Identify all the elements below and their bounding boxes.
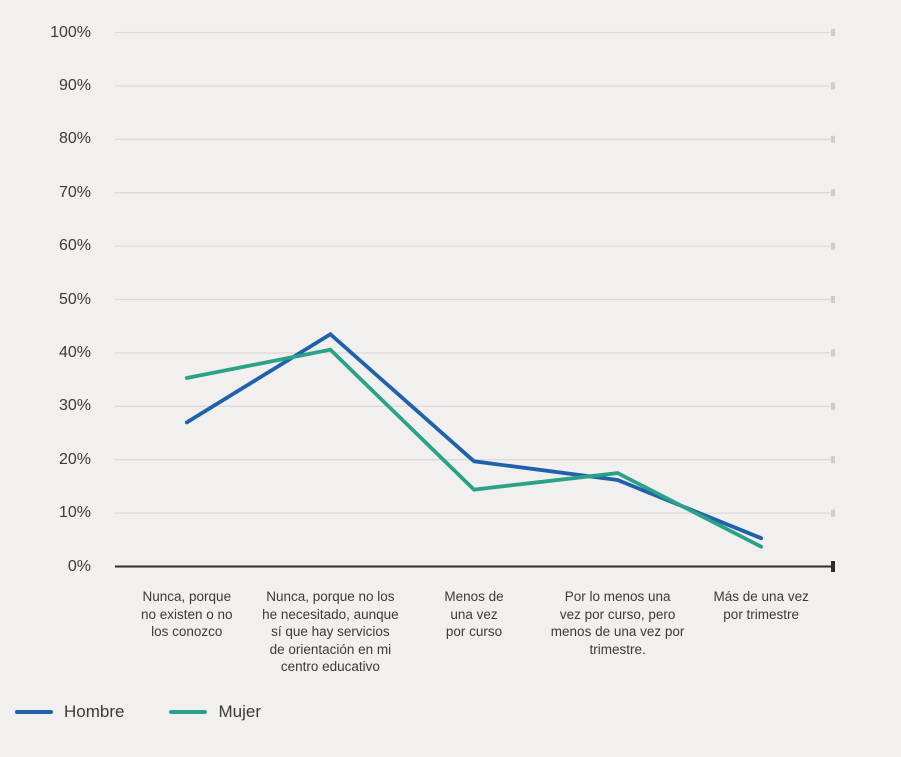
series-line-mujer	[184, 347, 764, 549]
axis-end-tick	[831, 561, 835, 572]
y-axis-tick-label: 80%	[58, 130, 91, 148]
gridline-end-tick	[831, 135, 835, 143]
x-axis-category-label: Menos de una vez por curso	[444, 589, 504, 639]
y-axis-tick-label: 70%	[58, 183, 91, 201]
gridline-end-tick	[831, 296, 835, 303]
gridline-end-tick	[831, 82, 835, 90]
gridline-end-tick	[831, 29, 835, 36]
gridline-end-tick	[831, 509, 835, 517]
y-axis-tick-label: 50%	[58, 290, 91, 308]
legend-swatch-icon	[169, 710, 208, 714]
x-axis-category-label: Por lo menos una vez por curso, pero men…	[550, 589, 685, 657]
gridline-end-tick	[831, 402, 835, 410]
series-line-hombre	[184, 331, 764, 541]
y-axis-tick-label: 10%	[58, 504, 91, 522]
y-axis-tick-label: 20%	[58, 450, 91, 468]
y-axis-tick-label: 100%	[50, 23, 91, 41]
legend-label: Mujer	[218, 702, 261, 721]
legend-label: Hombre	[64, 702, 125, 721]
y-axis-tick-label: 90%	[58, 76, 91, 94]
gridline-end-tick	[831, 349, 835, 357]
y-axis-tick-label: 0%	[67, 557, 91, 575]
y-axis-tick-label: 30%	[58, 397, 91, 415]
gridline-end-tick	[831, 242, 835, 250]
x-axis-category-label: Nunca, porque no existen o no los conozc…	[141, 589, 233, 639]
gridline-end-tick	[831, 456, 835, 464]
y-axis-tick-label: 40%	[58, 343, 91, 361]
gridline-end-tick	[831, 189, 835, 197]
x-axis-category-label: Nunca, porque no los he necesitado, aunq…	[262, 589, 399, 674]
y-axis-tick-label: 60%	[58, 237, 91, 255]
legend: Hombre Mujer	[15, 702, 261, 722]
legend-item-mujer: Mujer	[169, 702, 261, 722]
x-axis-category-label: Más de una vez por trimestre	[713, 589, 809, 622]
legend-swatch-icon	[15, 710, 53, 714]
legend-item-hombre: Hombre	[15, 702, 124, 722]
